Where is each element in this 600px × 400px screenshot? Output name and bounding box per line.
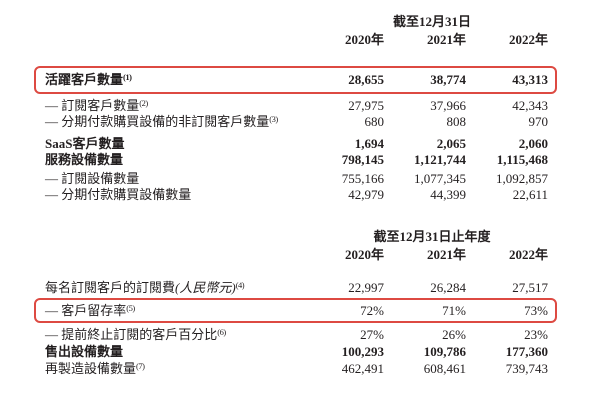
period-header-row: 截至12月31日 (45, 14, 548, 32)
value-cell: 1,115,468 (496, 152, 548, 167)
year-header-2021: 2021年 (426, 32, 466, 47)
value-cell: 755,166 (341, 171, 384, 186)
footnote-marker: (4) (235, 280, 245, 290)
value-cell: 2,065 (436, 136, 466, 151)
value-cell: 28,655 (348, 72, 384, 87)
year-header-row: 2020年 2021年 2022年 (45, 247, 548, 267)
value-cell: 27,975 (348, 98, 384, 113)
value-cell: 73% (524, 303, 548, 318)
value-cell: 808 (446, 114, 467, 129)
row-label-text: — 客戶留存率 (45, 303, 127, 318)
table-row-customer-retention-rate: — 客戶留存率(5) 72% 71% 73% (34, 298, 557, 323)
value-cell: 72% (360, 303, 384, 318)
row-label-text: 每名訂閱客戶的訂閱費 (45, 280, 176, 295)
row-label: — 客戶留存率(5) (45, 298, 302, 323)
value-cell: 27% (360, 327, 384, 342)
value-cell: 1,694 (354, 136, 384, 151)
row-label: — 分期付款購買設備數量 (45, 187, 302, 203)
row-label: — 訂閱客戶數量(2) (45, 98, 302, 114)
table-customer-device-counts: 截至12月31日 2020年 2021年 2022年 活躍客戶數量(1) 28,… (34, 14, 557, 203)
year-header-2022: 2022年 (508, 32, 548, 47)
footnote-marker: (3) (269, 114, 278, 124)
row-label: 售出設備數量 (45, 344, 302, 360)
row-label: — 提前終止訂閱的客戶百分比(6) (45, 327, 302, 343)
value-cell: 26,284 (430, 280, 466, 295)
year-header-2021: 2021年 (426, 247, 466, 262)
row-label-text: 服務設備數量 (45, 152, 124, 167)
value-cell: 1,121,744 (414, 152, 466, 167)
table-subscription-metrics: 截至12月31日止年度 2020年 2021年 2022年 每名訂閱客戶的訂閱費… (34, 229, 557, 377)
value-cell: 680 (364, 114, 385, 129)
footnote-marker: (6) (217, 327, 226, 337)
row-label-text: 活躍客戶數量 (45, 72, 124, 87)
value-cell: 23% (524, 327, 548, 342)
row-label: — 訂閱設備數量 (45, 171, 302, 187)
value-cell: 608,461 (423, 361, 466, 376)
value-cell: 100,293 (341, 344, 384, 359)
row-label: 再製造設備數量(7) (45, 361, 302, 377)
value-cell: 177,360 (505, 344, 548, 359)
value-cell: 109,786 (423, 344, 466, 359)
row-label: 活躍客戶數量(1) (45, 66, 302, 94)
year-header-2022: 2022年 (508, 247, 548, 262)
row-label: — 分期付款購買設備的非訂閱客戶數量(3) (45, 114, 302, 130)
row-label-text: — 提前終止訂閱的客戶百分比 (45, 327, 218, 342)
row-label: 服務設備數量 (45, 152, 302, 168)
period-header: 截至12月31日 (392, 14, 471, 29)
row-label-text: 售出設備數量 (45, 344, 124, 359)
value-cell: 1,077,345 (414, 171, 466, 186)
value-cell: 798,145 (341, 152, 384, 167)
period-header-row: 截至12月31日止年度 (45, 229, 548, 247)
value-cell: 2,060 (518, 136, 548, 151)
value-cell: 44,399 (430, 187, 466, 202)
table-row-remanufactured-devices: 再製造設備數量(7) 462,491 608,461 739,743 (45, 361, 548, 377)
row-label-currency-note: (人民幣元) (175, 280, 236, 295)
year-header-row: 2020年 2021年 2022年 (45, 32, 548, 52)
value-cell: 462,491 (341, 361, 384, 376)
value-cell: 1,092,857 (496, 171, 548, 186)
value-cell: 739,743 (505, 361, 548, 376)
value-cell: 26% (442, 327, 466, 342)
table-row-active-customers: 活躍客戶數量(1) 28,655 38,774 43,313 (34, 66, 557, 94)
row-label-text: SaaS客戶數量 (45, 136, 125, 151)
table-row-saas-customers: SaaS客戶數量 1,694 2,065 2,060 (45, 136, 548, 152)
row-label-text: — 訂閱客戶數量 (45, 98, 140, 113)
footnote-marker: (2) (139, 98, 148, 108)
footnote-marker: (7) (136, 361, 145, 371)
period-header: 截至12月31日止年度 (373, 229, 491, 244)
value-cell: 970 (528, 114, 549, 129)
row-label-text: — 訂閱設備數量 (45, 171, 140, 186)
value-cell: 42,979 (348, 187, 384, 202)
table-row-early-termination-percentage: — 提前終止訂閱的客戶百分比(6) 27% 26% 23% (45, 327, 548, 343)
year-header-2020: 2020年 (344, 32, 384, 47)
table-row-installment-nonsubscription-customers: — 分期付款購買設備的非訂閱客戶數量(3) 680 808 970 (45, 114, 548, 130)
row-label-text: — 分期付款購買設備數量 (45, 187, 192, 202)
table-row-devices-sold: 售出設備數量 100,293 109,786 177,360 (45, 344, 548, 360)
table-row-subscription-devices: — 訂閱設備數量 755,166 1,077,345 1,092,857 (45, 171, 548, 187)
value-cell: 22,611 (512, 187, 548, 202)
row-label: SaaS客戶數量 (45, 136, 302, 152)
footnote-marker: (5) (126, 303, 135, 313)
footnote-marker: (1) (123, 72, 132, 82)
value-cell: 22,997 (348, 280, 384, 295)
table-row-installment-purchased-devices: — 分期付款購買設備數量 42,979 44,399 22,611 (45, 187, 548, 203)
row-label: 每名訂閱客戶的訂閱費(人民幣元)(4) (45, 280, 302, 296)
table-row-serviced-devices: 服務設備數量 798,145 1,121,744 1,115,468 (45, 152, 548, 168)
value-cell: 38,774 (430, 72, 466, 87)
value-cell: 27,517 (512, 280, 548, 295)
year-header-2020: 2020年 (344, 247, 384, 262)
row-label-text: 再製造設備數量 (45, 361, 137, 376)
value-cell: 37,966 (430, 98, 466, 113)
table-row-subscription-customers: — 訂閱客戶數量(2) 27,975 37,966 42,343 (45, 98, 548, 114)
spacer (45, 267, 548, 280)
table-row-subscription-fee-per-customer: 每名訂閱客戶的訂閱費(人民幣元)(4) 22,997 26,284 27,517 (45, 280, 548, 296)
value-cell: 71% (442, 303, 466, 318)
row-label-text: — 分期付款購買設備的非訂閱客戶數量 (45, 114, 270, 129)
value-cell: 43,313 (512, 72, 548, 87)
value-cell: 42,343 (512, 98, 548, 113)
